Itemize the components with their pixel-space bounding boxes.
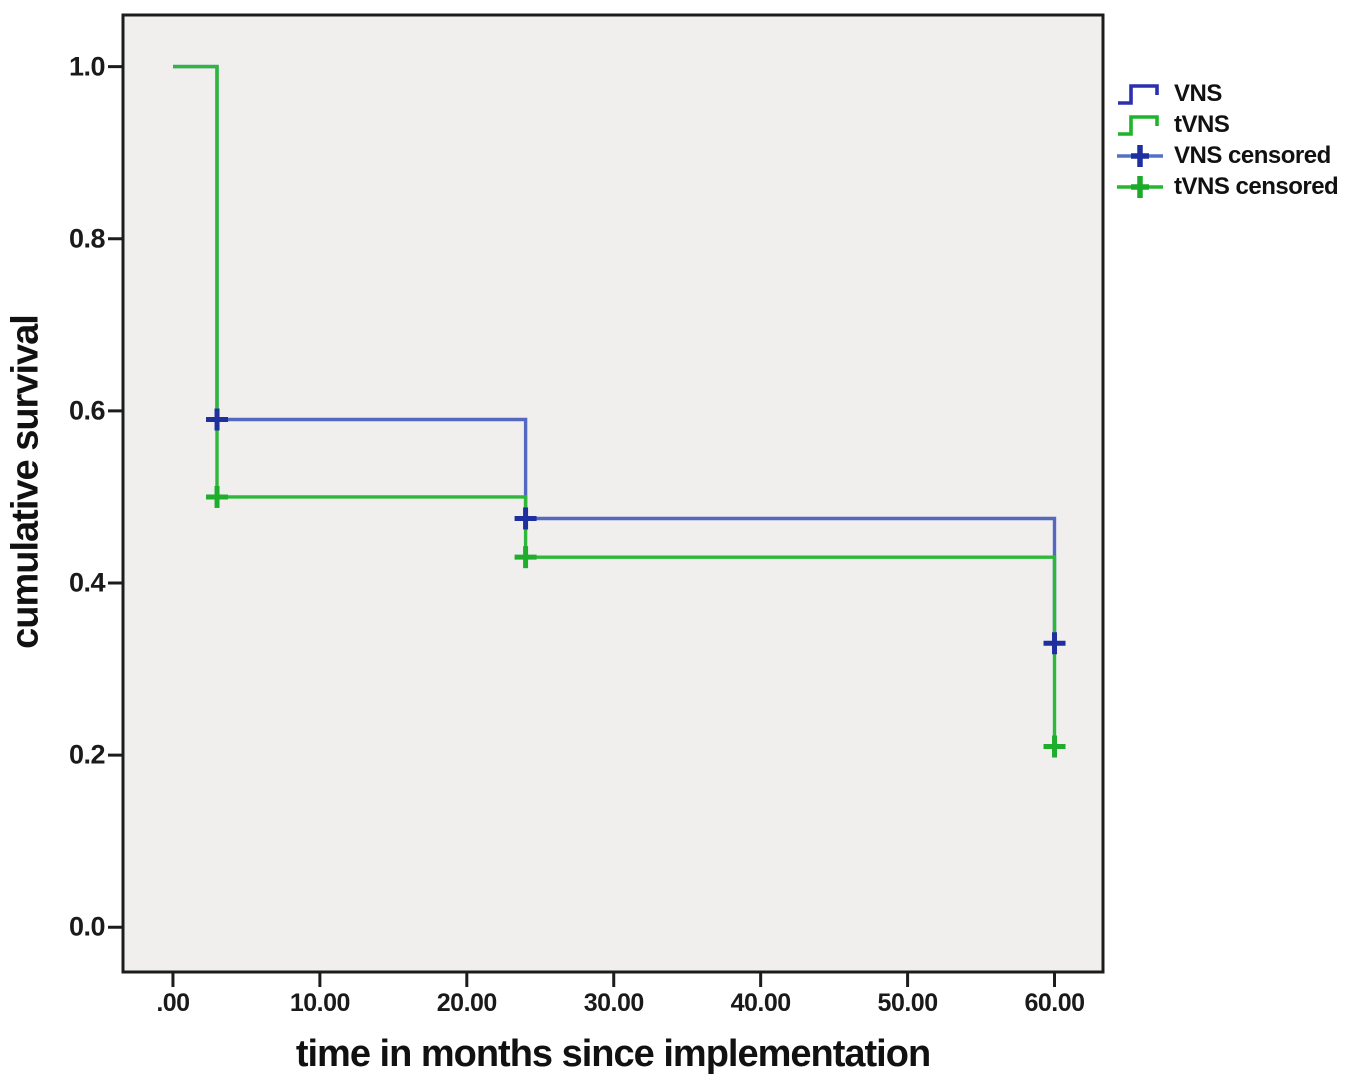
legend-item: VNS	[1116, 78, 1338, 109]
x-tick-label: 20.00	[436, 989, 498, 1017]
y-tick-label: 0.6	[68, 395, 106, 426]
x-tick-label: .00	[156, 989, 190, 1017]
x-axis-title: time in months since implementation	[295, 1033, 931, 1075]
legend: VNS tVNS VNS censored tVNS censored	[1116, 78, 1339, 202]
legend-label: tVNS censored	[1174, 172, 1339, 200]
legend-label: tVNS	[1174, 110, 1230, 138]
y-axis-title: cumulative survival	[4, 315, 47, 649]
plot-frame	[121, 13, 1105, 974]
x-tick-label: 50.00	[877, 989, 939, 1017]
legend-item: tVNS	[1116, 109, 1338, 140]
censored-plus-icon	[1117, 144, 1163, 167]
series-line-tvns	[173, 64, 1057, 747]
step-line-icon	[1118, 114, 1159, 136]
y-tick-label: 0.4	[68, 567, 106, 598]
legend-item: VNS censored	[1116, 140, 1338, 171]
legend-label: VNS	[1174, 79, 1222, 107]
x-tick-label: 40.00	[730, 989, 792, 1017]
y-tick-label: 1.0	[68, 51, 106, 82]
censored-plus-icon	[1117, 175, 1163, 198]
legend-label: VNS censored	[1174, 141, 1331, 169]
x-tick-label: 10.00	[289, 989, 351, 1017]
x-tick-label: 60.00	[1024, 989, 1085, 1017]
y-tick-label: 0.8	[68, 223, 106, 254]
legend-item: tVNS censored	[1116, 171, 1339, 202]
x-tick-label: 30.00	[583, 989, 645, 1017]
y-tick-label: 0.2	[68, 739, 106, 770]
y-tick-label: 0.0	[68, 911, 106, 942]
step-line-icon	[1118, 83, 1159, 105]
